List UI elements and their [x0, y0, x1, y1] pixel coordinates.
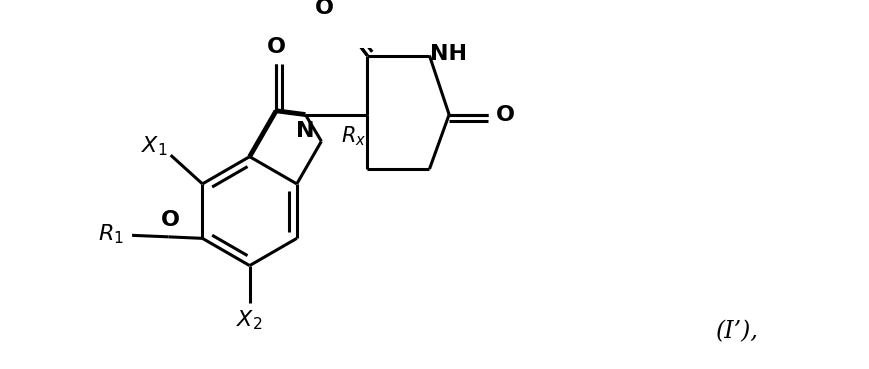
Text: $R_1$: $R_1$: [98, 222, 123, 246]
Text: (I’),: (I’),: [715, 321, 758, 344]
Text: O: O: [315, 0, 334, 18]
Text: $X_2$: $X_2$: [236, 308, 262, 332]
Text: O: O: [495, 104, 514, 125]
Text: N: N: [295, 121, 315, 141]
Text: O: O: [160, 210, 179, 230]
Text: $X_1$: $X_1$: [141, 134, 167, 158]
Text: O: O: [266, 37, 285, 57]
Text: $R_x$: $R_x$: [341, 124, 366, 148]
Text: NH: NH: [429, 44, 467, 64]
